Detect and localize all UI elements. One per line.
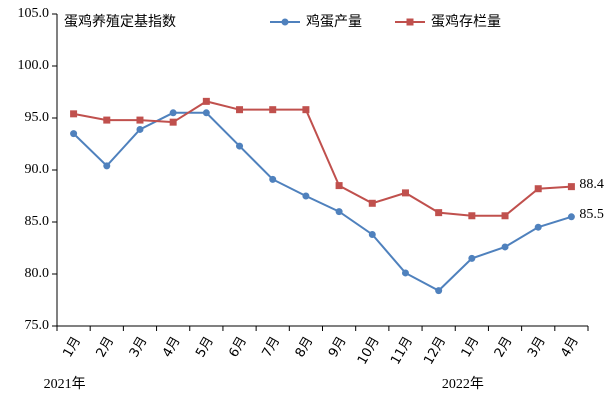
point	[136, 125, 144, 133]
x-tick-label: 5月	[193, 334, 217, 360]
point	[202, 97, 210, 105]
y-tick-label: 100.0	[18, 58, 50, 73]
x-tick-label: 10月	[355, 334, 383, 367]
point	[368, 199, 376, 207]
y-tick-label: 105.0	[18, 6, 50, 21]
x-tick-label: 3月	[127, 334, 151, 360]
point	[368, 230, 376, 238]
point	[534, 223, 542, 231]
year-label: 2022年	[442, 376, 484, 392]
point	[169, 109, 177, 117]
y-tick-label: 75.0	[25, 318, 50, 333]
x-tick-label: 7月	[260, 334, 284, 360]
series-line	[73, 100, 572, 217]
point	[302, 106, 310, 114]
x-tick-label: 3月	[525, 334, 549, 360]
point	[468, 254, 476, 262]
point	[236, 106, 244, 114]
x-tick-label: 12月	[421, 334, 449, 367]
x-tick-label: 6月	[226, 334, 250, 360]
point	[534, 185, 542, 193]
legend-marker	[406, 18, 414, 26]
legend-label: 蛋鸡存栏量	[431, 13, 501, 30]
y-tick-label: 80.0	[25, 266, 50, 281]
point	[202, 109, 210, 117]
x-tick-label: 2月	[492, 334, 516, 360]
data-label: 88.4	[579, 177, 604, 192]
x-tick-label: 4月	[558, 334, 582, 360]
x-tick-label: 11月	[388, 334, 416, 367]
point	[169, 118, 177, 126]
data-label: 85.5	[579, 207, 604, 222]
point	[236, 142, 244, 150]
point	[302, 192, 310, 200]
point	[103, 162, 111, 170]
point	[501, 212, 509, 220]
point	[401, 269, 409, 277]
x-tick-label: 2月	[94, 334, 118, 360]
point	[335, 182, 343, 190]
chart-title: 蛋鸡养殖定基指数	[64, 13, 176, 30]
point	[401, 189, 409, 197]
x-tick-label: 1月	[459, 334, 483, 360]
legend-marker	[281, 18, 289, 26]
point	[501, 243, 509, 251]
point	[468, 212, 476, 220]
point	[103, 116, 111, 124]
legend-label: 鸡蛋产量	[306, 13, 362, 30]
x-tick-label: 1月	[60, 334, 84, 360]
point	[136, 116, 144, 124]
y-tick-label: 90.0	[25, 162, 50, 177]
series-line	[72, 111, 572, 292]
point	[269, 175, 277, 183]
x-tick-label: 8月	[293, 334, 317, 360]
year-label: 2021年	[44, 376, 86, 392]
point	[70, 110, 78, 118]
x-tick-label: 9月	[326, 334, 350, 360]
x-tick-label: 4月	[160, 334, 184, 360]
point	[335, 208, 343, 216]
point	[70, 130, 78, 138]
point	[567, 183, 575, 191]
y-tick-label: 85.0	[25, 214, 50, 229]
point	[435, 209, 443, 217]
point	[435, 287, 443, 295]
point	[269, 106, 277, 114]
y-tick-label: 95.0	[25, 110, 50, 125]
point	[567, 213, 575, 221]
